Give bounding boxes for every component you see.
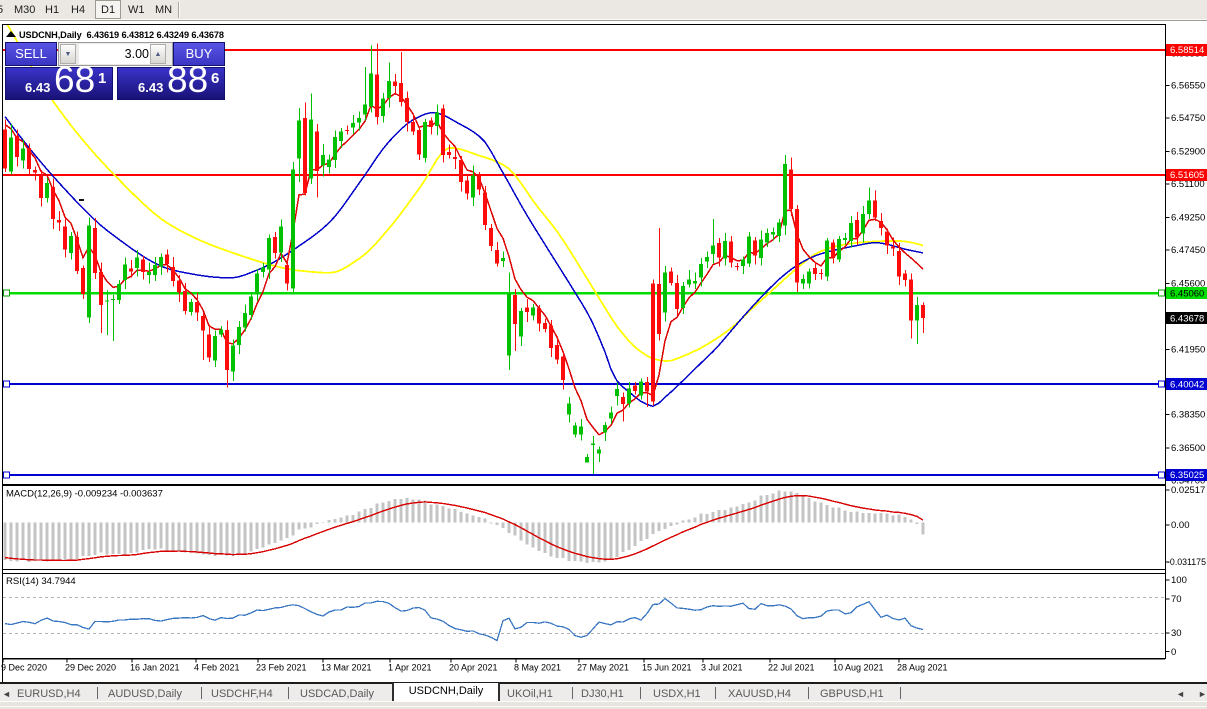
svg-text:6.41950: 6.41950: [1171, 345, 1205, 356]
svg-text:6.45060: 6.45060: [1170, 289, 1204, 300]
svg-text:MACD(12,26,9) -0.009234 -0.003: MACD(12,26,9) -0.009234 -0.003637: [6, 489, 163, 500]
svg-text:4 Feb 2021: 4 Feb 2021: [194, 663, 240, 673]
svg-text:10 Aug 2021: 10 Aug 2021: [833, 663, 884, 673]
svg-text:6.51605: 6.51605: [1170, 170, 1204, 181]
svg-text:16 Jan 2021: 16 Jan 2021: [130, 663, 180, 673]
svg-text:15 Jun 2021: 15 Jun 2021: [642, 663, 692, 673]
svg-text:0.02517: 0.02517: [1171, 485, 1205, 496]
svg-text:23 Feb 2021: 23 Feb 2021: [256, 663, 307, 673]
svg-text:6.51100: 6.51100: [1171, 179, 1205, 190]
svg-text:27 May 2021: 27 May 2021: [577, 663, 629, 673]
svg-text:22 Jul 2021: 22 Jul 2021: [768, 663, 815, 673]
svg-text:28 Aug 2021: 28 Aug 2021: [897, 663, 948, 673]
svg-text:13 Mar 2021: 13 Mar 2021: [321, 663, 372, 673]
svg-text:6.49250: 6.49250: [1171, 213, 1205, 224]
svg-text:6.45600: 6.45600: [1171, 279, 1205, 290]
svg-text:9 Dec 2020: 9 Dec 2020: [1, 663, 47, 673]
svg-text:-0.031175: -0.031175: [1167, 557, 1206, 567]
svg-text:30: 30: [1171, 628, 1182, 639]
svg-text:100: 100: [1171, 575, 1187, 586]
svg-text:70: 70: [1171, 594, 1182, 605]
svg-text:20 Apr 2021: 20 Apr 2021: [449, 663, 498, 673]
svg-text:0: 0: [1171, 647, 1176, 658]
svg-text:8 May 2021: 8 May 2021: [514, 663, 561, 673]
svg-text:RSI(14) 34.7944: RSI(14) 34.7944: [6, 576, 76, 587]
svg-text:6.36500: 6.36500: [1171, 443, 1205, 454]
svg-text:6.56550: 6.56550: [1171, 81, 1205, 92]
svg-text:29 Dec 2020: 29 Dec 2020: [65, 663, 116, 673]
svg-text:6.35025: 6.35025: [1170, 470, 1204, 481]
svg-text:6.38350: 6.38350: [1171, 410, 1205, 421]
svg-text:6.58514: 6.58514: [1170, 45, 1204, 56]
svg-text:6.47450: 6.47450: [1171, 245, 1205, 256]
svg-text:6.54750: 6.54750: [1171, 113, 1205, 124]
svg-text:6.43678: 6.43678: [1170, 314, 1204, 325]
svg-text:3 Jul 2021: 3 Jul 2021: [701, 663, 743, 673]
svg-text:0.00: 0.00: [1171, 520, 1190, 531]
svg-text:6.40042: 6.40042: [1170, 379, 1204, 390]
svg-text:6.52900: 6.52900: [1171, 147, 1205, 158]
svg-text:6.34700: 6.34700: [1171, 476, 1205, 487]
svg-text:1 Apr 2021: 1 Apr 2021: [388, 663, 432, 673]
